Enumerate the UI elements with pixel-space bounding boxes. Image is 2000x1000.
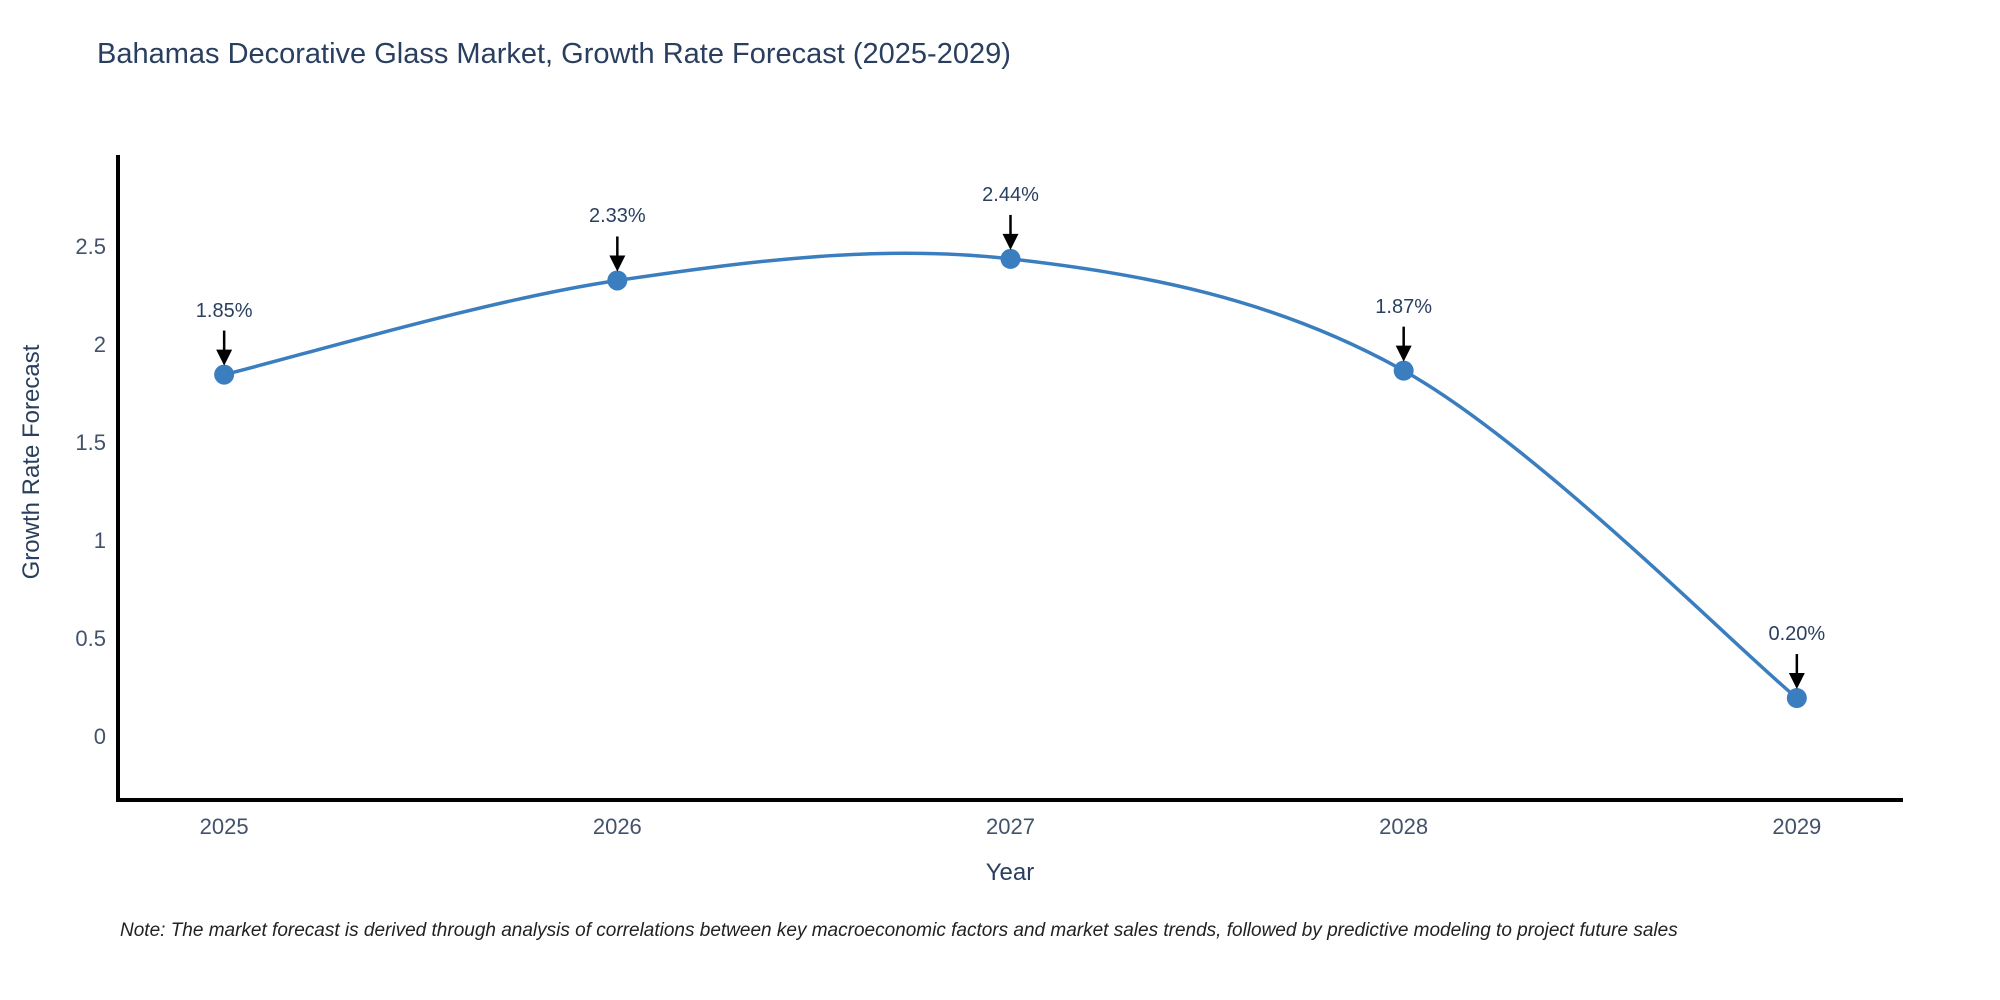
data-point-2025 <box>214 364 235 385</box>
y-tick-label-2.5: 2.5 <box>75 234 106 260</box>
annotation-arrowhead-2025 <box>216 349 233 366</box>
annotation-arrowhead-2026 <box>609 255 626 272</box>
y-tick-label-0.5: 0.5 <box>75 626 106 652</box>
x-tick-label-2025: 2025 <box>199 814 249 839</box>
y-tick-label-1: 1 <box>93 528 106 554</box>
data-point-2027 <box>1000 248 1021 269</box>
chart-title: Bahamas Decorative Glass Market, Growth … <box>97 38 1011 70</box>
annotation-arrowhead-2027 <box>1002 233 1019 250</box>
x-tick-label-2028: 2028 <box>1379 814 1429 839</box>
y-tick-label-0: 0 <box>93 724 106 750</box>
x-tick-label-2027: 2027 <box>986 814 1035 839</box>
annotation-label-2025: 1.85% <box>195 299 253 322</box>
annotation-label-2029: 0.20% <box>1768 623 1826 646</box>
annotation-arrowhead-2028 <box>1395 345 1412 362</box>
y-tick-label-1.5: 1.5 <box>75 430 106 456</box>
x-axis-title: Year <box>985 859 1035 886</box>
line-series <box>223 251 1798 700</box>
annotation-label-2026: 2.33% <box>588 205 646 228</box>
data-point-2026 <box>607 270 628 291</box>
data-point-2028 <box>1393 360 1414 381</box>
footnote: Note: The market forecast is derived thr… <box>120 920 1678 941</box>
annotation-label-2028: 1.87% <box>1375 295 1433 318</box>
data-point-2029 <box>1786 688 1807 709</box>
x-tick-label-2026: 2026 <box>592 814 642 839</box>
y-tick-label-2: 2 <box>93 332 106 358</box>
x-tick-label-2029: 2029 <box>1772 814 1822 839</box>
annotation-label-2027: 2.44% <box>982 183 1039 206</box>
annotation-arrowhead-2029 <box>1788 673 1805 690</box>
